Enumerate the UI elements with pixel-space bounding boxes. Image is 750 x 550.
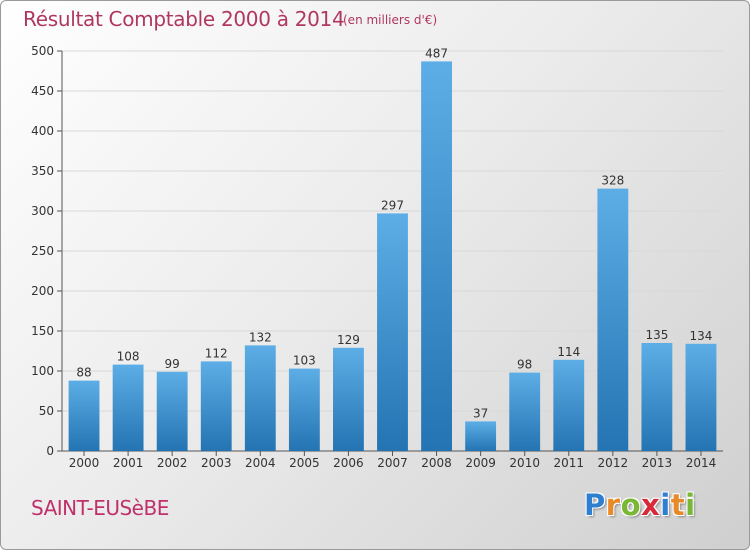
- y-tick-label: 0: [46, 444, 54, 458]
- bar: [377, 213, 408, 451]
- x-tick-label: 2013: [642, 456, 673, 470]
- logo-letter: P: [584, 488, 606, 522]
- chart-subtitle: (en milliers d'€): [343, 13, 438, 27]
- bar-value-label: 114: [557, 345, 580, 359]
- bar: [597, 188, 629, 451]
- proxiti-logo: Proxiti: [584, 488, 696, 522]
- bar-value-label: 328: [601, 174, 624, 188]
- x-tick-label: 2001: [113, 456, 144, 470]
- y-tick-label: 250: [31, 244, 54, 258]
- city-name: SAINT-EUSèBE: [31, 496, 169, 520]
- bar: [288, 368, 320, 451]
- bar: [112, 364, 144, 451]
- logo-letter: r: [605, 488, 621, 522]
- bar-value-label: 135: [645, 328, 668, 342]
- bar: [641, 343, 673, 451]
- bar: [156, 371, 188, 451]
- bar: [685, 343, 717, 451]
- y-tick-label: 400: [31, 124, 54, 138]
- y-tick-label: 350: [31, 164, 54, 178]
- bar-value-label: 88: [76, 366, 91, 380]
- x-tick-label: 2011: [553, 456, 584, 470]
- y-tick-label: 450: [31, 84, 54, 98]
- bars: [68, 61, 717, 452]
- bar: [553, 359, 585, 451]
- x-tick-label: 2012: [598, 456, 629, 470]
- x-tick-label: 2002: [157, 456, 188, 470]
- x-tick-label: 2014: [686, 456, 717, 470]
- bar-value-label: 103: [293, 354, 316, 368]
- bar-value-label: 112: [205, 346, 228, 360]
- x-tick-label: 2006: [333, 456, 364, 470]
- x-tick-label: 2000: [69, 456, 100, 470]
- x-tick-label: 2008: [421, 456, 452, 470]
- bar: [244, 345, 276, 451]
- bar-value-label: 98: [517, 358, 532, 372]
- bar: [68, 380, 100, 451]
- logo-letter: i: [660, 488, 671, 522]
- chart-title: Résultat Comptable 2000 à 2014: [23, 7, 345, 31]
- y-tick-label: 150: [31, 324, 54, 338]
- y-tick-label: 300: [31, 204, 54, 218]
- axes: 0 50 100 150 200 250 300 350 400 450 500 2000 2001 20…: [31, 44, 723, 470]
- bar-value-label: 37: [473, 406, 488, 420]
- bar-value-label: 134: [690, 329, 713, 343]
- bar-value-label: 99: [165, 357, 180, 371]
- x-tick-label: 2007: [377, 456, 408, 470]
- x-tick-label: 2004: [245, 456, 276, 470]
- bar-value-label: 108: [117, 350, 140, 364]
- x-tick-label: 2010: [509, 456, 540, 470]
- x-tick-label: 2003: [201, 456, 232, 470]
- bar-value-label: 129: [337, 333, 360, 347]
- x-tick-label: 2005: [289, 456, 320, 470]
- logo-letter: i: [685, 488, 696, 522]
- x-tick-label: 2009: [465, 456, 496, 470]
- y-tick-label: 50: [39, 404, 54, 418]
- bar: [465, 421, 497, 451]
- logo-letter: x: [641, 488, 661, 522]
- y-tick-label: 200: [31, 284, 54, 298]
- bar: [509, 372, 541, 451]
- logo-letter: o: [620, 488, 642, 522]
- y-tick-label: 500: [31, 44, 54, 58]
- bar-value-label: 487: [425, 46, 448, 60]
- value-labels: 88 108 99 112 132 103 129 297 487 37 98 114 328 135 13…: [76, 46, 712, 420]
- logo-letter: t: [670, 488, 686, 522]
- bar: [333, 347, 364, 451]
- y-tick-label: 100: [31, 364, 54, 378]
- bar-value-label: 297: [381, 198, 404, 212]
- bar: [200, 361, 232, 451]
- bar: [421, 61, 452, 452]
- bar-value-label: 132: [249, 330, 272, 344]
